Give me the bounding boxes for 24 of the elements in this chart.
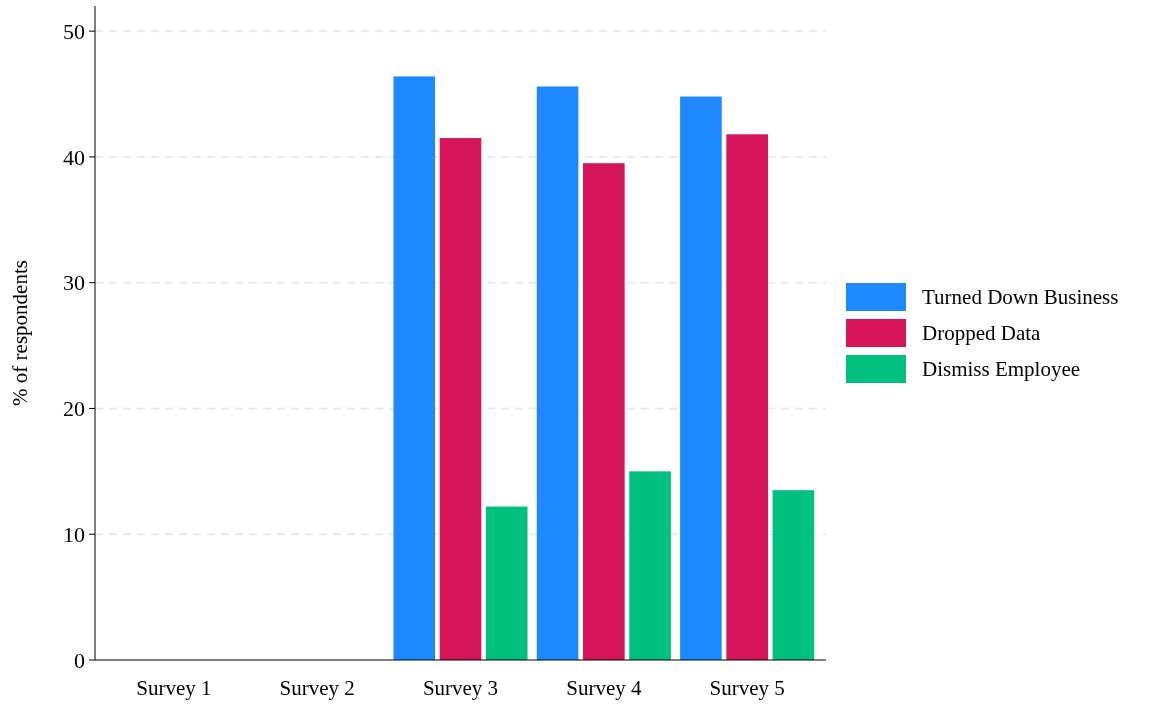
x-tick-label: Survey 4 xyxy=(566,676,642,700)
legend-label: Turned Down Business xyxy=(922,285,1119,310)
bar xyxy=(393,76,436,660)
bar xyxy=(629,471,671,660)
y-tick-label: 20 xyxy=(63,396,85,422)
legend-label: Dismiss Employee xyxy=(922,357,1081,382)
x-tick-label: Survey 5 xyxy=(709,676,785,700)
y-tick-label: 10 xyxy=(63,521,85,547)
y-tick-label: 0 xyxy=(74,647,85,673)
bar xyxy=(680,96,722,660)
y-tick-label: 40 xyxy=(63,144,85,170)
bar xyxy=(583,163,625,660)
bar xyxy=(485,506,528,660)
x-tick-label: Survey 1 xyxy=(136,676,212,700)
legend-label: Dropped Data xyxy=(922,321,1042,346)
x-tick-label: Survey 3 xyxy=(422,676,499,700)
bar xyxy=(536,86,579,660)
y-axis-title: % of respondents xyxy=(8,260,32,406)
x-tick-label: Survey 2 xyxy=(279,676,355,700)
y-tick-label: 30 xyxy=(63,270,85,296)
bar xyxy=(726,134,768,660)
bar xyxy=(772,490,815,660)
y-tick-label: 50 xyxy=(63,18,85,44)
bar xyxy=(439,138,482,660)
